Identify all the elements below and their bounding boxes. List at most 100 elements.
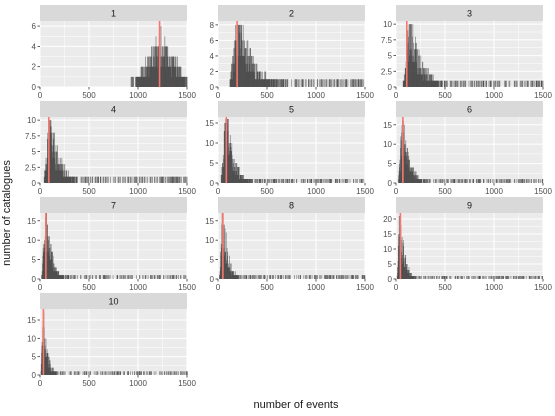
histogram-bar bbox=[161, 176, 163, 183]
histogram-bar bbox=[279, 275, 281, 279]
x-tick-label: 500 bbox=[82, 379, 96, 388]
y-tick-label: 0 bbox=[210, 275, 215, 284]
histogram-bar bbox=[142, 176, 144, 183]
histogram-bar bbox=[446, 276, 448, 279]
histogram-bar bbox=[64, 164, 66, 183]
histogram-bar bbox=[479, 276, 481, 279]
facet-strip-label: 10 bbox=[108, 297, 118, 307]
histogram-bar bbox=[128, 176, 129, 183]
histogram-bar bbox=[416, 49, 418, 87]
histogram-bar bbox=[152, 275, 154, 279]
histogram-bar bbox=[490, 276, 492, 279]
histogram-bar bbox=[98, 275, 100, 279]
histogram-bar bbox=[499, 179, 501, 183]
histogram-bar bbox=[444, 276, 446, 279]
histogram-bar bbox=[406, 264, 408, 279]
histogram-bar bbox=[291, 179, 293, 183]
histogram-bar bbox=[122, 176, 124, 183]
histogram-bar bbox=[114, 371, 116, 375]
histogram-bar bbox=[92, 275, 94, 279]
histogram-bar bbox=[309, 275, 311, 279]
histogram-bar bbox=[447, 80, 448, 87]
histogram-bar bbox=[427, 179, 429, 183]
histogram-bar bbox=[284, 179, 286, 183]
histogram-bar bbox=[244, 275, 245, 279]
histogram-bar bbox=[179, 176, 181, 183]
histogram-bar bbox=[522, 179, 524, 183]
histogram-bar bbox=[340, 79, 341, 87]
histogram-bar bbox=[425, 276, 427, 279]
histogram-bar bbox=[64, 275, 66, 279]
facet-strip-label: 2 bbox=[289, 9, 294, 19]
histogram-bar bbox=[77, 176, 78, 183]
histogram-bar bbox=[405, 255, 407, 279]
histogram-bar bbox=[529, 276, 531, 279]
histogram-bar bbox=[471, 276, 473, 279]
histogram-bar bbox=[254, 63, 256, 87]
histogram-bar bbox=[282, 275, 284, 279]
histogram-bar bbox=[501, 179, 503, 183]
y-tick-label: 0 bbox=[388, 179, 393, 188]
histogram-bar bbox=[301, 79, 303, 87]
histogram-bar bbox=[353, 179, 355, 183]
histogram-bar bbox=[479, 179, 481, 183]
histogram-bar bbox=[104, 176, 106, 183]
histogram-bar bbox=[458, 276, 460, 279]
histogram-bar bbox=[105, 371, 107, 375]
histogram-bar bbox=[252, 275, 253, 279]
histogram-bar bbox=[264, 179, 265, 183]
histogram-bar bbox=[131, 76, 132, 87]
histogram-bar bbox=[170, 275, 171, 279]
histogram-bar bbox=[120, 371, 122, 375]
histogram-bar bbox=[109, 176, 111, 183]
histogram-bar bbox=[448, 179, 449, 183]
histogram-bar bbox=[346, 275, 348, 279]
histogram-bar bbox=[524, 80, 526, 87]
histogram-bar bbox=[462, 276, 463, 279]
histogram-bar bbox=[332, 275, 334, 279]
x-tick-label: 0 bbox=[394, 283, 399, 292]
histogram-bar bbox=[154, 275, 156, 279]
histogram-bar bbox=[187, 371, 188, 375]
histogram-bar bbox=[456, 80, 458, 87]
histogram-bar bbox=[531, 276, 533, 279]
histogram-bar bbox=[530, 276, 532, 279]
histogram-bar bbox=[302, 179, 304, 183]
histogram-bar bbox=[277, 79, 279, 87]
histogram-bar bbox=[134, 371, 136, 375]
histogram-bar bbox=[139, 176, 140, 183]
histogram-bar bbox=[83, 275, 85, 279]
x-tick-label: 1000 bbox=[307, 187, 325, 196]
histogram-bar bbox=[317, 79, 318, 87]
histogram-bar bbox=[297, 79, 299, 87]
x-tick-label: 1000 bbox=[129, 283, 147, 292]
facet-strip-label: 8 bbox=[289, 201, 294, 211]
histogram-bar bbox=[475, 179, 477, 183]
histogram-bar bbox=[270, 179, 272, 183]
histogram-bar bbox=[85, 176, 87, 183]
histogram-bar bbox=[87, 176, 89, 183]
histogram-bar bbox=[149, 176, 151, 183]
histogram-bar bbox=[420, 55, 422, 87]
histogram-bar bbox=[73, 176, 75, 183]
histogram-bar bbox=[346, 179, 348, 183]
histogram-bar bbox=[285, 275, 287, 279]
histogram-bar bbox=[509, 80, 511, 87]
histogram-bar bbox=[131, 275, 133, 279]
histogram-bar bbox=[425, 68, 426, 87]
histogram-bar bbox=[421, 179, 423, 183]
y-tick-label: 15 bbox=[205, 217, 214, 226]
histogram-bar bbox=[430, 276, 432, 279]
histogram-bar bbox=[356, 179, 358, 183]
histogram-bar bbox=[124, 371, 125, 375]
histogram-bar bbox=[504, 179, 506, 183]
x-tick-label: 500 bbox=[438, 283, 452, 292]
histogram-bar bbox=[287, 275, 289, 279]
histogram-bar bbox=[156, 275, 158, 279]
histogram-bar bbox=[300, 275, 301, 279]
histogram-bar bbox=[52, 367, 54, 375]
histogram-bar bbox=[520, 80, 522, 87]
histogram-bar bbox=[440, 179, 442, 183]
histogram-bar bbox=[238, 275, 240, 279]
x-tick-label: 0 bbox=[38, 91, 43, 100]
